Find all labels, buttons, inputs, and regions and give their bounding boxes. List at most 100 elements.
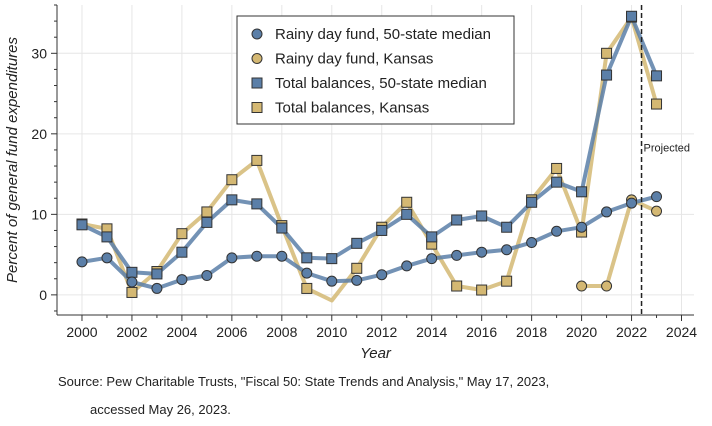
x-tick-label: 2004 [166,324,197,340]
data-point [326,275,338,287]
data-point [151,282,163,294]
data-point [526,196,538,208]
data-point [451,249,463,261]
data-point [251,250,263,262]
x-tick-label: 2010 [316,324,347,340]
data-point [276,250,288,262]
data-point [651,205,663,217]
legend-entry-label: Total balances, 50-state median [275,75,487,92]
data-point [126,276,138,288]
data-point [251,198,263,210]
x-tick-label: 2014 [416,324,447,340]
data-point [551,225,563,237]
data-point [176,274,188,286]
data-point [451,280,463,292]
series-group [76,10,663,303]
x-tick-label: 2006 [216,324,247,340]
legend-entry-label: Rainy day fund, 50-state median [275,26,491,43]
legend-marker [251,53,263,64]
data-point [351,274,363,286]
data-point [476,210,488,222]
data-point [76,219,88,231]
legend-marker [251,28,263,40]
data-point [601,47,613,59]
series-line [80,194,659,291]
x-tick-label: 2000 [66,324,97,340]
data-point [401,196,413,208]
legend-entry-label: Rainy day fund, Kansas [275,51,433,68]
data-point [226,194,238,206]
data-point [426,253,438,265]
x-tick-label: 2016 [466,324,497,340]
legend-marker [251,77,263,89]
data-point [126,266,138,278]
legend: Rainy day fund, 50-state median Rainy day… [236,15,515,125]
series-line [579,197,659,288]
y-tick-label: 20 [31,126,47,142]
data-point [551,176,563,188]
data-point [326,253,338,265]
data-point [401,260,413,272]
data-point [176,228,188,240]
data-point [251,154,263,166]
data-point [451,214,463,226]
data-point [476,246,488,258]
x-axis-title: Year [360,345,392,362]
axes: 2000 2002 2004 2006 2008 2010 2012 2014 2016 2018… [31,4,697,340]
data-point [626,197,638,209]
data-point [551,162,563,174]
data-point [626,10,638,22]
y-axis-title: Percent of general fund expenditures [4,37,21,283]
data-point [201,270,213,282]
data-point [576,186,588,198]
data-point [526,237,538,249]
x-tick-label: 2012 [366,324,397,340]
data-point [101,231,113,243]
data-point [151,268,163,280]
data-point [651,98,663,110]
y-tick-label: 10 [31,206,47,222]
y-tick-label: 30 [31,45,47,61]
x-tick-label: 2008 [266,324,297,340]
data-point [101,252,113,264]
source-note-line-1: Source: Pew Charitable Trusts, "Fiscal 5… [58,374,550,389]
x-tick-label: 2024 [666,324,697,340]
data-point [401,208,413,220]
data-point [276,222,288,234]
data-point [501,275,513,287]
x-tick-label: 2018 [516,324,547,340]
data-point [651,70,663,82]
x-tick-label: 2020 [566,324,597,340]
data-point [301,282,313,294]
data-point [201,206,213,218]
legend-box [236,15,515,125]
data-point [226,174,238,186]
legend-marker [251,102,263,113]
data-point [601,280,613,292]
data-point [351,262,363,274]
x-tick-label: 2002 [116,324,147,340]
data-point [651,191,663,203]
data-point [426,231,438,243]
data-point [501,221,513,233]
annotation-group: Projected [640,5,690,315]
x-tick-label: 2022 [616,324,647,340]
y-tick-label: 0 [39,287,47,303]
source-note-line-2: accessed May 26, 2023. [90,402,231,417]
data-point [376,269,388,281]
data-point [601,206,613,218]
data-point [501,244,513,256]
projected-label: Projected [644,143,690,155]
data-point [301,252,313,264]
data-point [476,284,488,296]
data-point [201,216,213,228]
data-point [601,69,613,81]
data-point [176,246,188,258]
data-point [301,267,313,279]
data-point [226,252,238,264]
data-point [76,256,88,268]
legend-entry-label: Total balances, Kansas [275,100,429,117]
data-point [126,286,138,298]
data-point [576,280,588,292]
